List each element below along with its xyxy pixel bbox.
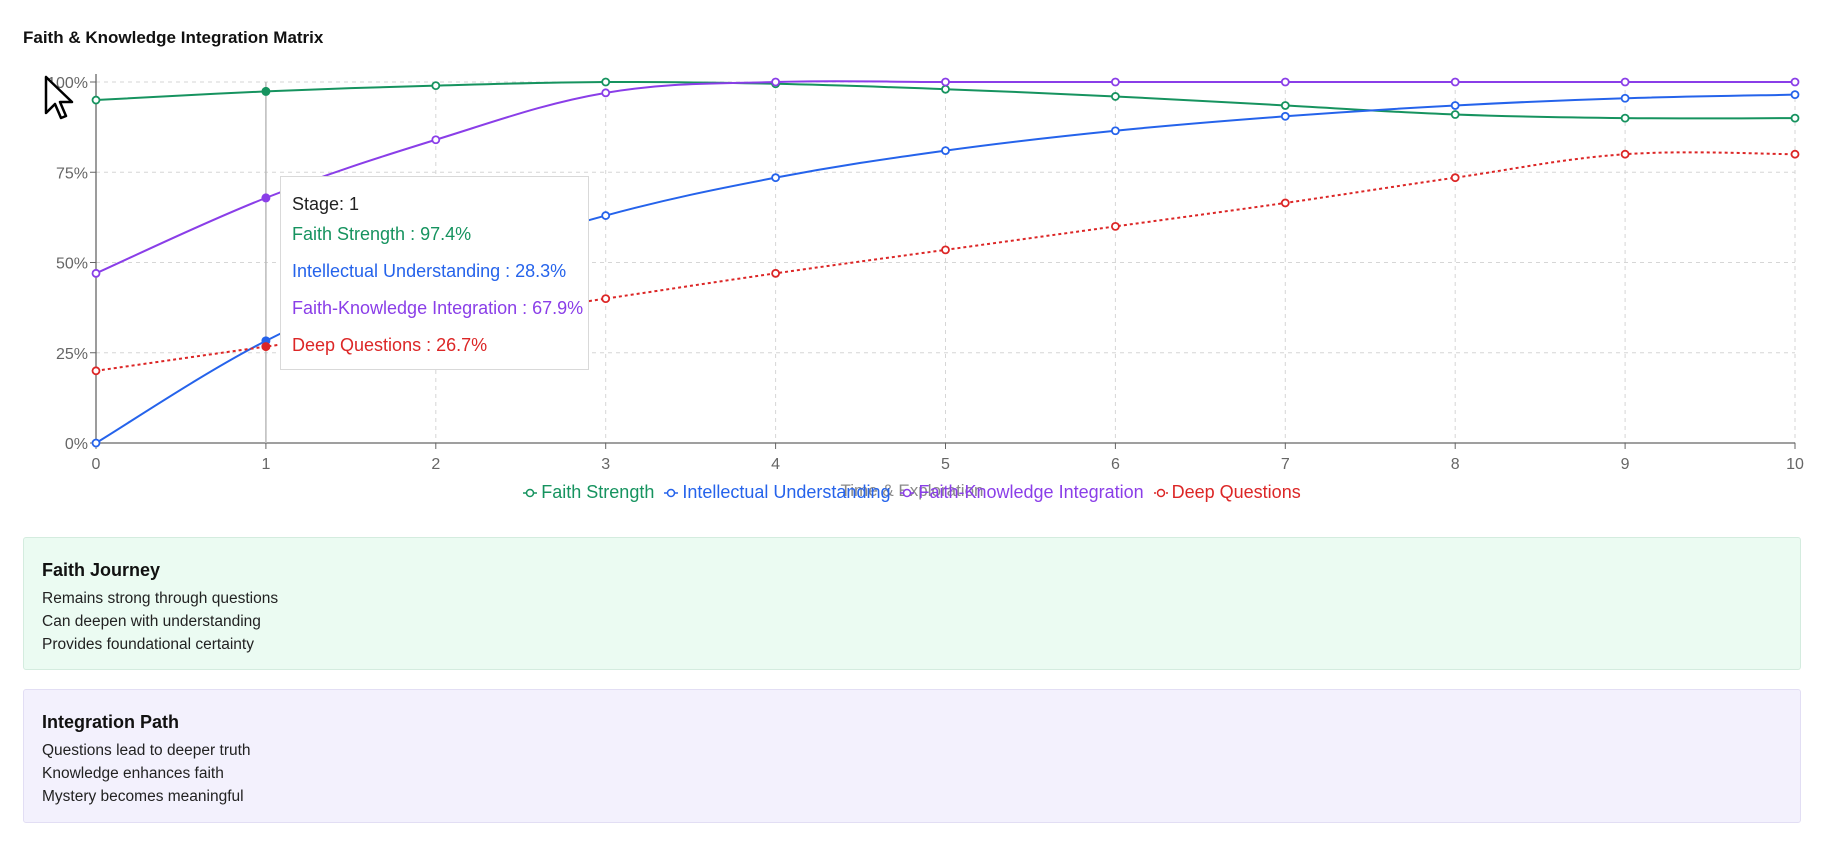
mouse-pointer-icon <box>44 75 74 120</box>
legend-item-deep-questions[interactable]: Deep Questions <box>1153 482 1301 503</box>
data-point <box>1280 111 1290 121</box>
tooltip-row-faith-knowledge-integration: Faith-Knowledge Integration : 67.9% <box>292 298 584 318</box>
data-point <box>771 77 780 87</box>
legend-marker-icon <box>1153 488 1168 497</box>
y-tick-label: 25% <box>56 346 88 363</box>
legend-item-faith-knowledge-integration[interactable]: Faith-Knowledge Integration <box>900 482 1144 503</box>
card-line: Questions lead to deeper truth <box>42 742 251 759</box>
data-point <box>1450 173 1460 183</box>
data-point <box>1450 110 1460 119</box>
data-point <box>1450 101 1460 110</box>
card-line: Provides foundational certainty <box>42 636 254 653</box>
data-point <box>601 211 611 220</box>
data-point <box>1280 198 1290 208</box>
data-point <box>1280 77 1290 87</box>
card-line: Knowledge enhances faith <box>42 765 224 782</box>
x-tick-label: 5 <box>941 456 950 473</box>
legend-label: Intellectual Understanding <box>682 482 891 502</box>
data-point <box>1790 149 1800 159</box>
legend-marker-icon <box>523 488 538 497</box>
x-tick-label: 8 <box>1451 456 1460 473</box>
y-tick-label: 0% <box>65 436 88 453</box>
data-point <box>941 146 950 155</box>
data-point <box>1620 77 1630 87</box>
chart-legend: Faith Strength Intellectual Understandin… <box>0 482 1824 503</box>
data-point-active <box>261 342 271 352</box>
y-tick-label: 50% <box>56 256 88 273</box>
x-tick-label: 7 <box>1281 456 1290 473</box>
data-point <box>91 268 101 278</box>
card-line: Mystery becomes meaningful <box>42 788 244 805</box>
y-tick-label: 75% <box>56 165 88 182</box>
data-point <box>1111 77 1120 87</box>
data-point-active <box>261 86 271 96</box>
legend-label: Deep Questions <box>1171 482 1301 502</box>
data-point <box>1790 77 1800 87</box>
chart-tooltip: Stage: 1 Faith Strength : 97.4% Intellec… <box>280 176 589 370</box>
legend-marker-icon <box>664 488 679 497</box>
data-point <box>91 95 101 105</box>
x-tick-label: 9 <box>1621 456 1630 473</box>
data-point <box>431 135 441 145</box>
data-point <box>1790 113 1800 123</box>
card-line: Remains strong through questions <box>42 590 279 607</box>
x-axis-label: Time & Exploration <box>840 481 984 500</box>
data-point <box>1280 101 1290 110</box>
data-point <box>1450 77 1460 87</box>
faith-journey-card: Faith Journey Remains strong through que… <box>23 537 1801 670</box>
data-point <box>941 245 950 255</box>
tooltip-row-deep-questions: Deep Questions : 26.7% <box>292 335 488 355</box>
x-tick-label: 2 <box>431 456 440 473</box>
x-tick-label: 4 <box>771 456 780 473</box>
legend-label: Faith Strength <box>541 482 655 502</box>
data-point <box>1111 126 1120 136</box>
tooltip-row-faith-strength: Faith Strength : 97.4% <box>292 224 472 244</box>
data-point <box>1620 93 1630 103</box>
data-point <box>1790 90 1800 100</box>
x-tick-label: 1 <box>261 456 270 473</box>
data-point <box>1620 113 1630 123</box>
data-point <box>601 88 611 98</box>
legend-label: Faith-Knowledge Integration <box>918 482 1144 502</box>
x-tick-label: 10 <box>1786 456 1804 473</box>
data-point-active <box>261 193 271 203</box>
data-point <box>771 268 780 278</box>
card-title: Integration Path <box>42 712 180 732</box>
data-point <box>941 84 950 94</box>
tooltip-row-intellectual-understanding: Intellectual Understanding : 28.3% <box>292 261 567 281</box>
legend-item-faith-strength[interactable]: Faith Strength <box>523 482 654 503</box>
x-tick-label: 3 <box>601 456 610 473</box>
data-point <box>941 77 950 87</box>
integration-path-card: Integration Path Questions lead to deepe… <box>23 689 1801 823</box>
data-point <box>91 366 101 376</box>
data-point <box>601 294 611 304</box>
x-tick-label: 0 <box>92 456 101 473</box>
legend-marker-icon <box>900 488 915 497</box>
data-point <box>1111 92 1120 101</box>
tooltip-stage: Stage: 1 <box>292 194 360 214</box>
data-point <box>771 173 780 183</box>
card-line: Can deepen with understanding <box>42 613 261 630</box>
data-point <box>1620 149 1630 159</box>
page-title: Faith & Knowledge Integration Matrix <box>23 28 324 47</box>
card-title: Faith Journey <box>42 560 161 580</box>
data-point <box>91 438 101 448</box>
data-point <box>431 81 441 91</box>
x-tick-label: 6 <box>1111 456 1120 473</box>
data-point <box>1111 221 1120 231</box>
data-point <box>601 77 611 87</box>
legend-item-intellectual-understanding[interactable]: Intellectual Understanding <box>664 482 890 503</box>
line-chart[interactable]: 0%25%50%75%100%0 1 2 3 4 5 6 7 8 9 10 <box>0 0 1824 480</box>
